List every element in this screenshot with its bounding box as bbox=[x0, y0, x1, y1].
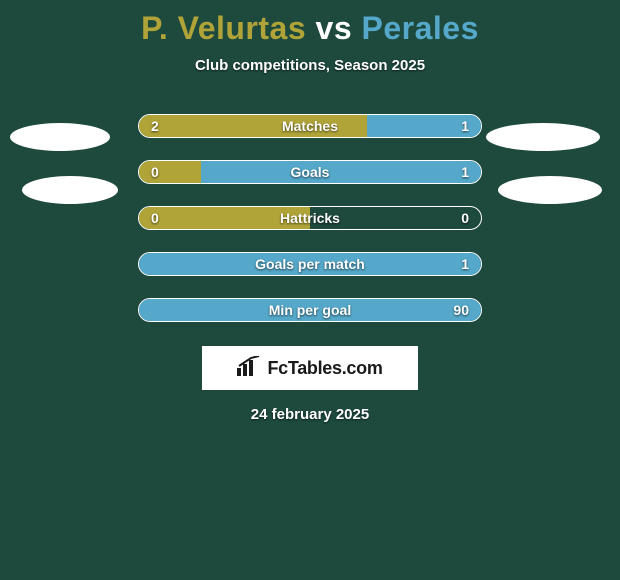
stat-row: Goals per match1 bbox=[138, 252, 482, 276]
stat-value-right: 1 bbox=[461, 161, 469, 183]
stat-value-right: 90 bbox=[453, 299, 469, 321]
bar-right bbox=[139, 253, 481, 275]
stat-row: Matches21 bbox=[138, 114, 482, 138]
comparison-card: P. Velurtas vs Perales Club competitions… bbox=[0, 0, 620, 580]
stat-value-left: 2 bbox=[151, 115, 159, 137]
stat-value-left: 0 bbox=[151, 161, 159, 183]
stat-row: Min per goal90 bbox=[138, 298, 482, 322]
stat-value-right: 0 bbox=[461, 207, 469, 229]
page-title: P. Velurtas vs Perales bbox=[0, 0, 620, 47]
bar-right bbox=[201, 161, 481, 183]
player-right-name: Perales bbox=[362, 10, 479, 46]
player-left-name: P. Velurtas bbox=[141, 10, 306, 46]
bar-left bbox=[139, 115, 367, 137]
decorative-oval bbox=[22, 176, 118, 204]
stat-row: Goals01 bbox=[138, 160, 482, 184]
bar-left bbox=[139, 161, 201, 183]
stat-value-right: 1 bbox=[461, 115, 469, 137]
decorative-oval bbox=[498, 176, 602, 204]
decorative-oval bbox=[486, 123, 600, 151]
stat-value-right: 1 bbox=[461, 253, 469, 275]
stat-value-left: 0 bbox=[151, 207, 159, 229]
logo-text: FcTables.com bbox=[267, 358, 382, 379]
stat-row: Hattricks00 bbox=[138, 206, 482, 230]
bar-right bbox=[139, 299, 481, 321]
bar-left bbox=[139, 207, 310, 229]
vs-text: vs bbox=[316, 10, 353, 46]
date: 24 february 2025 bbox=[0, 406, 620, 423]
subtitle: Club competitions, Season 2025 bbox=[0, 57, 620, 74]
logo-box: FcTables.com bbox=[202, 346, 418, 390]
logo-chart-icon bbox=[237, 356, 261, 381]
decorative-oval bbox=[10, 123, 110, 151]
